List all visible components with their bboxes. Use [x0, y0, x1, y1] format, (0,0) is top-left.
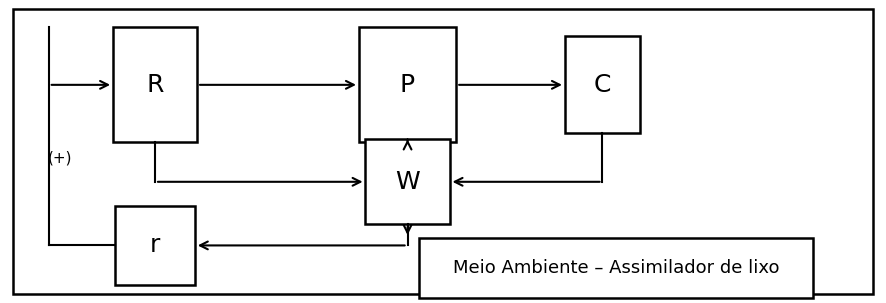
Text: (+): (+)	[48, 150, 73, 165]
Bar	[365, 139, 449, 224]
Bar	[564, 36, 640, 133]
Text: Meio Ambiente – Assimilador de lixo: Meio Ambiente – Assimilador de lixo	[453, 259, 779, 277]
Text: R: R	[146, 73, 164, 97]
Text: r: r	[150, 233, 160, 258]
Bar	[418, 238, 812, 298]
Bar	[113, 27, 197, 142]
Bar	[115, 206, 195, 285]
Bar	[359, 27, 456, 142]
Text: P: P	[400, 73, 416, 97]
Text: C: C	[594, 73, 611, 97]
Text: W: W	[395, 170, 420, 194]
